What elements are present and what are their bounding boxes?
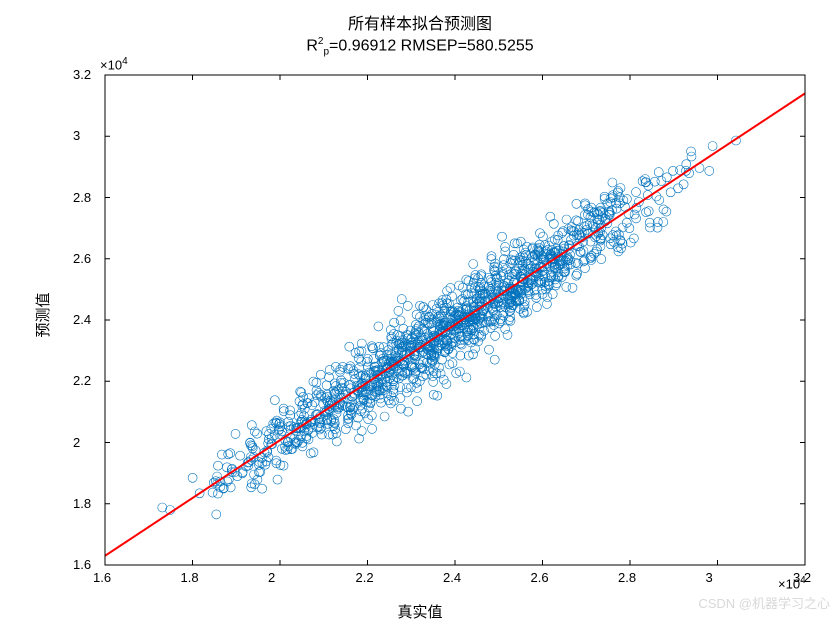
watermark: CSDN @机器学习之心 xyxy=(698,593,830,612)
y-tick-label: 1.6 xyxy=(73,557,91,572)
y-tick-label: 3.2 xyxy=(73,67,91,82)
y-tick-label: 2.4 xyxy=(73,312,91,327)
plot-svg xyxy=(0,0,840,630)
x-tick-label: 3 xyxy=(706,570,713,585)
x-tick-label: 2.4 xyxy=(443,570,461,585)
x-tick-label: 2 xyxy=(268,570,275,585)
y-tick-label: 3 xyxy=(73,128,80,143)
x-tick-label: 2.8 xyxy=(618,570,636,585)
x-tick-label: 2.2 xyxy=(356,570,374,585)
y-tick-label: 1.8 xyxy=(73,496,91,511)
x-tick-label: 1.6 xyxy=(93,570,111,585)
y-tick-label: 2.8 xyxy=(73,190,91,205)
x-tick-label: 2.6 xyxy=(531,570,549,585)
chart-container: 所有样本拟合预测图 R2p=0.96912 RMSEP=580.5255 ×10… xyxy=(0,0,840,630)
x-tick-label: 1.8 xyxy=(181,570,199,585)
x-tick-label: 3.2 xyxy=(793,570,811,585)
y-tick-label: 2 xyxy=(73,435,80,450)
y-tick-label: 2.2 xyxy=(73,373,91,388)
y-tick-label: 2.6 xyxy=(73,251,91,266)
